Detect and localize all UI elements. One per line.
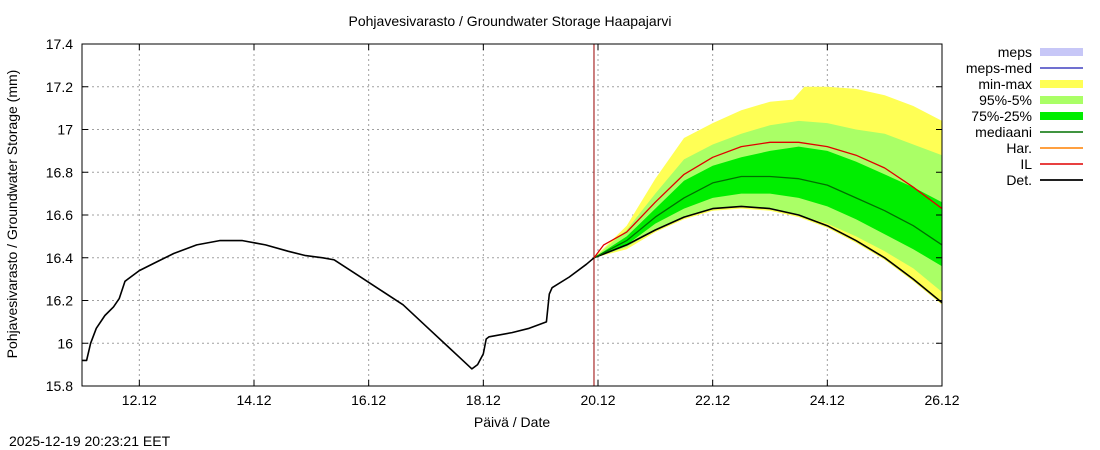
y-axis-label: Pohjavesivarasto / Groundwater Storage (… [4,70,20,359]
y-tick-label: 17.2 [46,79,73,95]
forecast-bands [594,86,942,305]
y-tick-label: 16.8 [46,164,73,180]
y-tick-label: 17.4 [46,36,73,52]
legend-label: mediaani [975,124,1032,140]
y-tick-label: 16.6 [46,207,73,223]
series-det-forecast [593,205,942,304]
x-tick-label: 12.12 [122,392,157,408]
legend-label: Det. [1006,172,1032,188]
legend-label: meps [998,44,1032,60]
series-lines [82,44,942,386]
legend-label: Har. [1006,140,1032,156]
legend-label: meps-med [966,60,1032,76]
x-axis-label: Päivä / Date [474,414,550,430]
series-il [593,141,942,259]
x-axis-ticks: 12.12 14.12 16.12 18.12 20.12 22.12 24.12 26.12 [122,44,960,408]
x-tick-label: 14.12 [236,392,271,408]
legend-swatch [1040,80,1083,88]
legend-swatch [1040,112,1083,120]
y-tick-label: 16.4 [46,250,73,266]
x-tick-label: 20.12 [580,392,615,408]
legend-swatch [1040,96,1083,104]
y-tick-label: 17 [57,122,73,138]
y-tick-label: 15.8 [46,378,73,394]
x-tick-label: 16.12 [351,392,386,408]
x-tick-label: 24.12 [810,392,845,408]
y-tick-label: 16.2 [46,293,73,309]
series-mediaani [593,175,942,259]
legend: mepsmeps-medmin-max95%-5%75%-25%mediaani… [966,44,1083,188]
series-det-observed [82,239,595,370]
legend-label: 75%-25% [971,108,1032,124]
y-tick-label: 16 [57,335,73,351]
band-75-25- [594,146,942,267]
legend-swatch [1040,48,1083,56]
legend-label: min-max [978,76,1032,92]
chart-title: Pohjavesivarasto / Groundwater Storage H… [349,13,672,29]
x-tick-label: 18.12 [466,392,501,408]
legend-label: 95%-5% [979,92,1032,108]
x-tick-label: 26.12 [924,392,959,408]
y-axis-ticks: 15.8 16 16.2 16.4 16.6 16.8 17 17.2 17.4 [46,36,942,394]
x-tick-label: 22.12 [695,392,730,408]
legend-label: IL [1020,156,1032,172]
timestamp: 2025-12-19 20:23:21 EET [9,433,171,449]
